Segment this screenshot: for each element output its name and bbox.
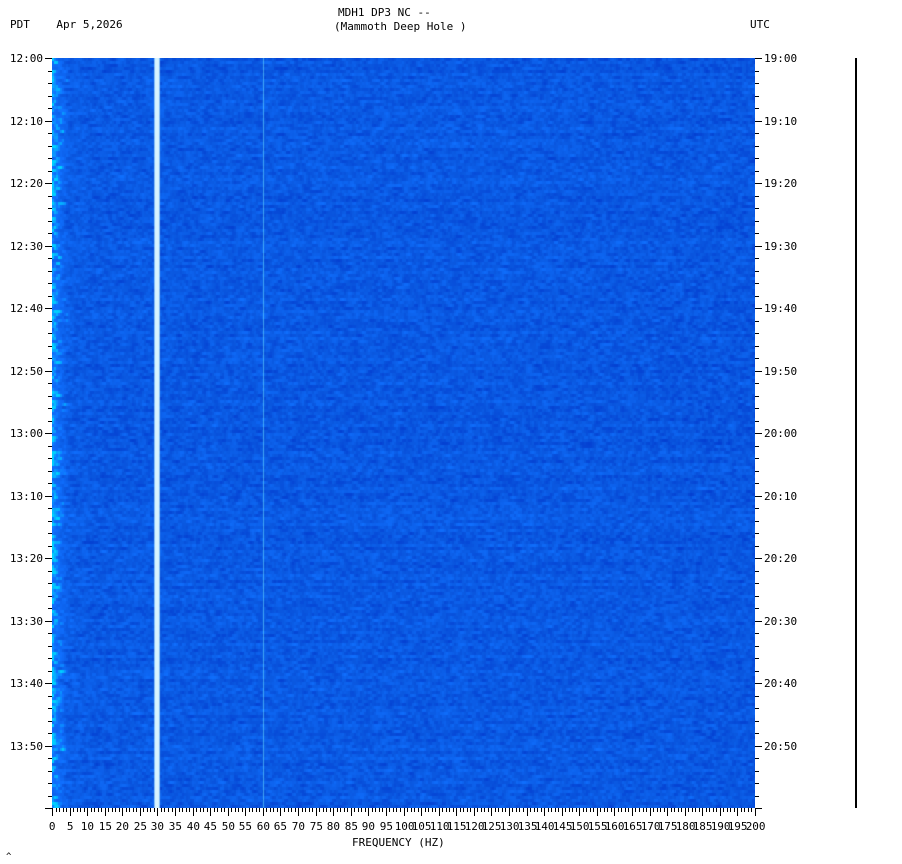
header-timezone-utc: UTC (750, 18, 770, 31)
y-tick-label-right: 19:30 (764, 240, 798, 253)
x-tick-label: 160 (604, 820, 625, 833)
x-tick-label: 110 (429, 820, 450, 833)
header-left-timezone-date: PDT Apr 5,2026 (10, 18, 123, 31)
header-date: Apr 5,2026 (56, 18, 123, 31)
y-tick-label-left: 13:20 (9, 552, 43, 565)
spectrogram-plot (52, 58, 755, 808)
y-tick-label-right: 20:40 (764, 677, 798, 690)
y-tick-label-left: 12:00 (9, 52, 43, 65)
x-tick-label: 85 (344, 820, 359, 833)
x-tick-label: 35 (168, 820, 183, 833)
x-tick-label: 95 (379, 820, 394, 833)
y-tick-label-left: 12:30 (9, 240, 43, 253)
y-tick-label-left: 12:10 (9, 115, 43, 128)
x-tick-label: 5 (66, 820, 74, 833)
x-tick-label: 0 (48, 820, 56, 833)
x-tick-label: 60 (256, 820, 271, 833)
x-tick-label: 65 (273, 820, 288, 833)
y-tick-label-right: 19:00 (764, 52, 798, 65)
x-tick-label: 25 (133, 820, 148, 833)
x-tick-label: 10 (80, 820, 95, 833)
x-tick-label: 125 (481, 820, 502, 833)
y-tick-label-right: 20:20 (764, 552, 798, 565)
left-time-axis: 12:00 12:10 12:20 12:30 12:40 12:50 13:00 13:10… (0, 52, 52, 809)
y-tick-label-left: 12:40 (9, 302, 43, 315)
x-tick-label: 185 (692, 820, 713, 833)
x-tick-label: 170 (640, 820, 661, 833)
x-tick-label: 195 (727, 820, 748, 833)
y-tick-label-left: 13:00 (9, 427, 43, 440)
x-tick-label: 145 (552, 820, 573, 833)
x-tick-label: 180 (675, 820, 696, 833)
y-tick-label-left: 13:40 (9, 677, 43, 690)
header-timezone-pdt: PDT (10, 18, 30, 31)
x-tick-label: 30 (150, 820, 165, 833)
spectrogram-canvas (52, 58, 755, 808)
y-tick-label-right: 20:30 (764, 615, 798, 628)
x-tick-label: 115 (446, 820, 467, 833)
x-tick-label: 150 (569, 820, 590, 833)
y-tick-label-left: 13:50 (9, 740, 43, 753)
x-tick-label: 55 (238, 820, 253, 833)
x-tick-label: 20 (115, 820, 130, 833)
x-tick-label: 100 (394, 820, 415, 833)
x-tick-label: 75 (309, 820, 324, 833)
y-tick-label-right: 19:10 (764, 115, 798, 128)
y-tick-label-left: 12:20 (9, 177, 43, 190)
x-tick-label: 70 (291, 820, 306, 833)
x-tick-label: 190 (710, 820, 731, 833)
y-tick-label-right: 20:10 (764, 490, 798, 503)
y-tick-label-left: 13:10 (9, 490, 43, 503)
x-tick-label: 40 (186, 820, 201, 833)
x-tick-label: 45 (203, 820, 218, 833)
x-tick-label: 140 (534, 820, 555, 833)
x-tick-label: 90 (361, 820, 376, 833)
y-tick-label-right: 19:50 (764, 365, 798, 378)
right-border-line (855, 58, 857, 808)
x-tick-label: 120 (464, 820, 485, 833)
y-tick-label-right: 19:40 (764, 302, 798, 315)
x-tick-label: 135 (517, 820, 538, 833)
x-tick-label: 15 (98, 820, 113, 833)
corner-mark: ^ (6, 852, 12, 862)
chart-title-line2: (Mammoth Deep Hole ) (334, 20, 467, 33)
x-axis-title: FREQUENCY (HZ) (352, 836, 445, 849)
x-tick-label: 165 (622, 820, 643, 833)
y-tick-label-left: 13:30 (9, 615, 43, 628)
right-time-axis: 19:00 19:10 19:20 19:30 19:40 19:50 20:00 20:10… (755, 52, 807, 809)
x-tick-label: 155 (587, 820, 608, 833)
y-tick-label-right: 19:20 (764, 177, 798, 190)
x-tick-label: 105 (411, 820, 432, 833)
x-tick-label: 130 (499, 820, 520, 833)
y-tick-label-right: 20:00 (764, 427, 798, 440)
x-tick-label: 175 (657, 820, 678, 833)
x-tick-label: 200 (745, 820, 766, 833)
frequency-axis: 0 5 10 15 20 25 30 35 40 45 50 55 60 65 70 75 80 85 90 95 10… (49, 808, 766, 833)
x-tick-label: 80 (326, 820, 341, 833)
x-tick-label: 50 (221, 820, 236, 833)
y-tick-label-left: 12:50 (9, 365, 43, 378)
chart-title-line1: MDH1 DP3 NC -- (338, 6, 431, 19)
y-tick-label-right: 20:50 (764, 740, 798, 753)
